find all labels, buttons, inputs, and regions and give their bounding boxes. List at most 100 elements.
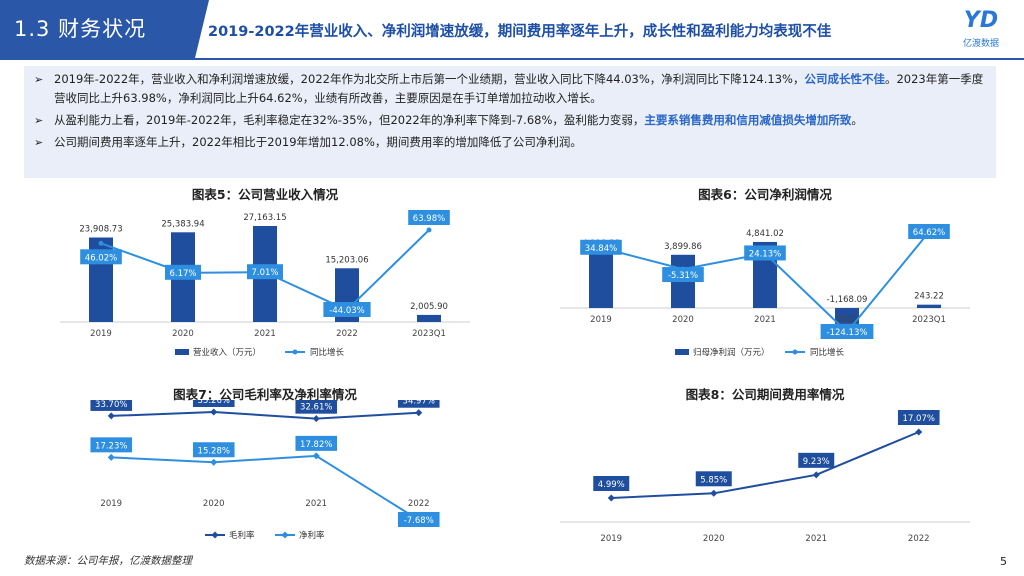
x-tick-label: 2020 <box>203 499 225 509</box>
legend-label: 毛利率 <box>229 530 255 541</box>
series-point <box>312 415 320 423</box>
growth-label: 34.84% <box>585 244 617 254</box>
bar <box>589 251 613 308</box>
x-tick-label: 2021 <box>305 499 327 509</box>
series-value-label: -7.68% <box>404 516 434 526</box>
x-tick-label: 2022 <box>836 315 858 325</box>
growth-label: -44.03% <box>329 306 364 316</box>
series-value-label-bg <box>897 410 940 425</box>
series-value-label: 4.99% <box>598 480 625 490</box>
section-title: 1.3 财务状况 <box>0 0 195 58</box>
x-tick-label: 2019 <box>590 315 612 325</box>
x-tick-label: 2020 <box>672 315 694 325</box>
series-value-label-bg <box>798 452 835 468</box>
series-value-label: 15.28% <box>198 446 230 456</box>
chart7-title: 图表7：公司毛利率及净利率情况 <box>173 387 357 402</box>
series-point <box>607 494 615 502</box>
series-value-label: 9.23% <box>803 457 830 467</box>
growth-label: -124.13% <box>827 328 868 338</box>
series-value-label-bg <box>192 442 235 458</box>
series-line <box>611 431 920 499</box>
chart-margins: 2019 2020 2021 2022 33.70% 35.26% 32.61% 34.97%… <box>90 400 440 541</box>
legend-label: 净利率 <box>299 530 325 541</box>
bullet-2-highlight: 主要系销售费用和信用减值损失增加所致 <box>644 113 852 127</box>
chart-revenue: 23,908.73 2019 25,383.94 2020 27,163.15 2021 1… <box>60 210 470 358</box>
series-value-label-bg <box>295 400 338 414</box>
x-tick-label: 2019 <box>100 499 122 509</box>
bar <box>917 304 941 308</box>
growth-label-bg <box>820 324 874 339</box>
series-point <box>812 471 820 479</box>
bullet-1-tail: 。2023年第一季度营收同比上升63.98%，净利润同比上升64.62%，业绩有… <box>54 72 984 105</box>
bar-value-label: 2,005.90 <box>410 302 448 312</box>
series-value-label-bg <box>397 512 440 527</box>
series-point <box>107 412 115 420</box>
bar <box>417 314 441 322</box>
logo-text: 亿渡数据 <box>962 39 999 49</box>
x-tick-label: 2022 <box>408 499 430 509</box>
series-point <box>312 452 320 460</box>
growth-label: 46.02% <box>85 253 117 263</box>
growth-label-bg <box>80 249 122 265</box>
legend-line-label: 同比增长 <box>310 347 345 358</box>
bar <box>835 308 859 324</box>
series-point <box>210 408 218 416</box>
bar-value-label: 15,203.06 <box>325 255 368 265</box>
series-line <box>111 410 419 420</box>
bar-value-label: 243.22 <box>914 292 944 302</box>
chart-expense-ratio: 2019 2020 2021 2022 4.99% 5.85% 9.23% 17.07% <box>560 410 970 544</box>
growth-label: 63.98% <box>413 214 445 224</box>
bar-value-label: 4,841.02 <box>746 229 784 239</box>
series-line <box>111 454 420 521</box>
chart6-title: 图表6：公司净利润情况 <box>698 187 832 202</box>
series-value-label: 5.85% <box>700 475 727 485</box>
bullet-1-highlight: 公司成长性不佳 <box>804 72 885 86</box>
bullet-1: ➢ 2019年-2022年，营业收入和净利润增速放缓，2022年作为北交所上市后… <box>34 70 986 108</box>
bullet-2: ➢ 从盈利能力上看，2019年-2022年，毛利率稳定在32%-35%，但202… <box>34 111 986 130</box>
chart-net-profit: 4,118.3820193,899.8620204,841.022021-1,1… <box>560 224 970 358</box>
x-tick-label: 2022 <box>336 329 358 339</box>
section-title-tab <box>195 0 209 58</box>
bullet-3-text: 公司期间费用率逐年上升，2022年相比于2019年增加12.08%，期间费用率的… <box>54 135 582 149</box>
bullet-2-tail: 。 <box>851 113 863 127</box>
series-value-label-bg <box>695 471 732 487</box>
series-value-label: 17.07% <box>903 414 935 424</box>
bar-value-label: 23,908.73 <box>79 225 122 235</box>
summary-box: ➢ 2019年-2022年，营业收入和净利润增速放缓，2022年作为北交所上市后… <box>24 66 996 178</box>
series-value-label: 34.97% <box>403 400 435 407</box>
bullet-1-text: 2019年-2022年，营业收入和净利润增速放缓，2022年作为北交所上市后第一… <box>54 72 805 86</box>
series-point <box>210 458 218 466</box>
arrow-bullet-icon: ➢ <box>34 136 44 149</box>
legend-line-marker <box>792 349 798 355</box>
series-value-label-bg <box>90 437 133 453</box>
growth-label-bg <box>247 264 283 280</box>
legend-marker <box>281 531 289 539</box>
x-tick-label: 2021 <box>754 315 776 325</box>
x-tick-label: 2023Q1 <box>412 329 446 339</box>
growth-label: 6.17% <box>169 269 196 279</box>
bullet-3: ➢ 公司期间费用率逐年上升，2022年相比于2019年增加12.08%，期间费用… <box>34 133 986 152</box>
bullet-2-text: 从盈利能力上看，2019年-2022年，毛利率稳定在32%-35%，但2022年… <box>54 113 645 127</box>
logo: YD 亿渡数据 <box>948 8 1014 52</box>
header: 1.3 财务状况 2019-2022年营业收入、净利润增速放缓，期间费用率逐年上… <box>0 0 1024 62</box>
growth-label: -5.31% <box>668 271 698 281</box>
growth-label-bg <box>744 245 786 261</box>
series-point <box>915 428 923 436</box>
arrow-bullet-icon: ➢ <box>34 73 44 86</box>
x-tick-label: 2021 <box>254 329 276 339</box>
x-tick-label: 2019 <box>600 534 622 544</box>
x-tick-label: 2020 <box>172 329 194 339</box>
series-value-label: 32.61% <box>300 403 332 413</box>
series-value-label-bg <box>192 400 235 407</box>
legend-bar-swatch <box>175 349 189 355</box>
series-value-label-bg <box>295 435 338 451</box>
bar-value-label: 27,163.15 <box>243 213 286 223</box>
series-value-label-bg <box>593 476 630 491</box>
page-headline: 2019-2022年营业收入、净利润增速放缓，期间费用率逐年上升，成长性和盈利能… <box>208 24 832 40</box>
header-rule <box>0 58 1024 60</box>
growth-point <box>426 227 432 233</box>
series-value-label-bg <box>397 400 440 408</box>
growth-label-bg <box>662 267 704 283</box>
growth-label-bg <box>580 239 622 255</box>
bar-value-label: -1,168.09 <box>827 295 868 305</box>
